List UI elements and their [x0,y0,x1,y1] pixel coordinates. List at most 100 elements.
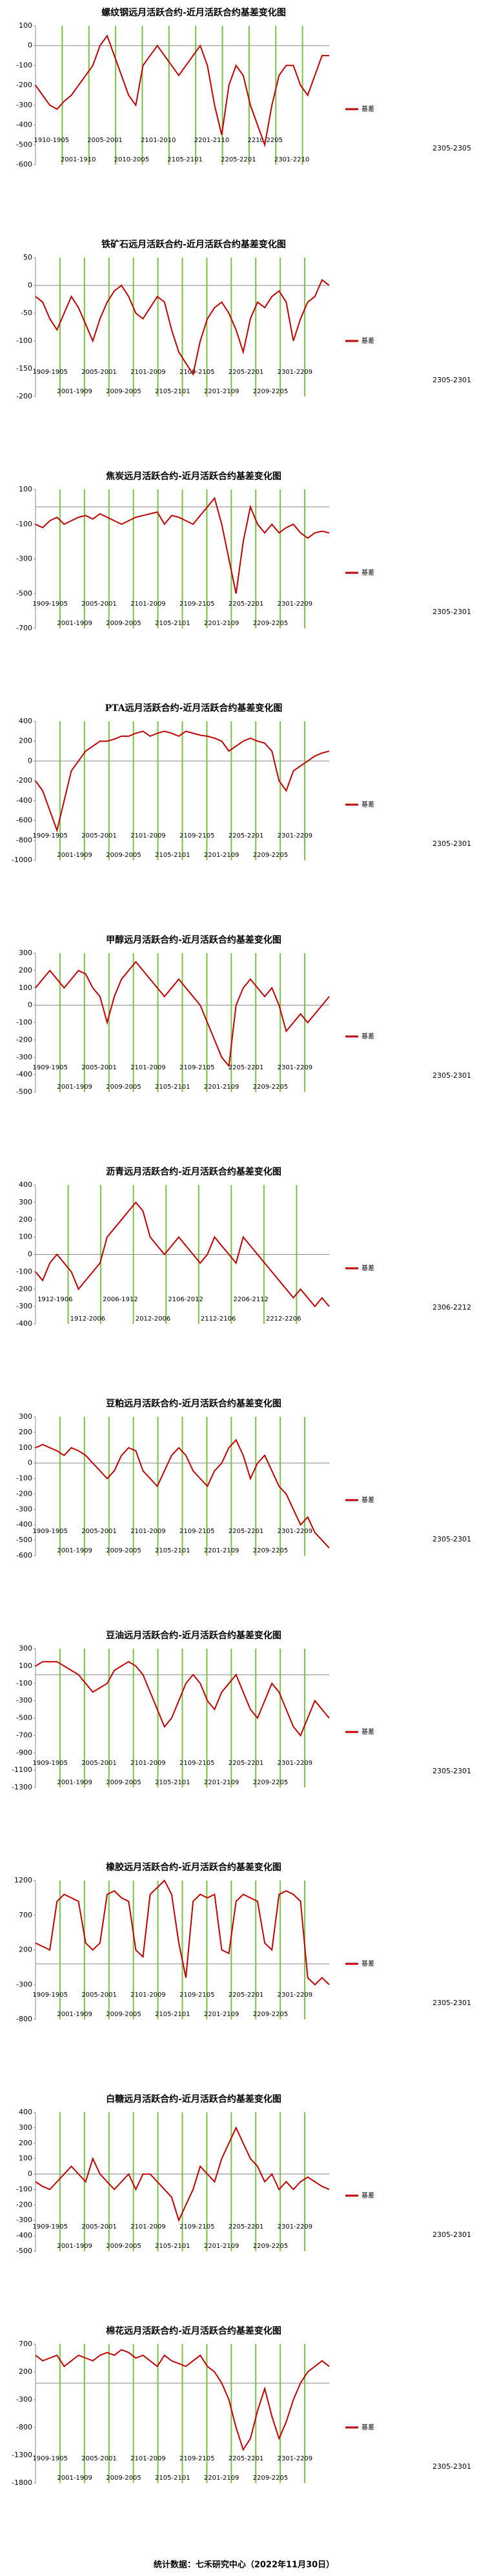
annotation: 2209-2205 [253,620,289,627]
annotation: 2001-1909 [57,1779,92,1786]
annotation: 2205-2201 [229,2455,264,2462]
y-tick-label: 300 [19,1198,32,1206]
annotation: 2201-2109 [204,2011,239,2018]
annotation: 1909-1905 [32,2455,68,2462]
y-tick-label: -1000 [12,856,32,864]
y-tick-label: 50 [23,253,32,262]
y-tick-label: -300 [16,555,32,563]
annotation: 2009-2005 [106,852,141,859]
y-tick-label: -500 [16,1087,32,1096]
chart-title: 豆粕远月活跃合约-近月活跃合约基差变化图 [106,1398,281,1409]
y-tick-label: -150 [16,364,32,373]
y-tick-label: -700 [16,624,32,632]
annotation: 1909-1905 [32,1992,68,1999]
y-tick-label: -400 [16,1070,32,1078]
annotation: 2101-2009 [130,2455,166,2462]
legend-label: 基差 [361,1727,374,1736]
annotation: 2101-2009 [130,601,166,608]
y-tick-label: -500 [16,2247,32,2255]
series-line [35,730,330,833]
annotation: 2201-2109 [204,2475,239,2482]
current-contract: 2305-2301 [432,1071,471,1080]
y-tick-label: -100 [16,1018,32,1027]
annotation: 2005-2001 [81,601,117,608]
current-contract: 2305-2301 [432,1999,471,2007]
annotation: 2205-2201 [221,156,256,163]
annotation: 2301-2209 [278,2223,313,2231]
chart-title: 甲醇远月活跃合约-近月活跃合约基差变化图 [106,934,281,945]
y-tick-label: -100 [16,520,32,528]
y-tick-label: -800 [16,836,32,844]
y-tick-label: 0 [28,1001,32,1009]
y-tick-label: -1800 [12,2478,32,2487]
annotation: 2009-2005 [106,2243,141,2250]
chart: 棉花远月活跃合约-近月活跃合约基差变化图 700 200 -300 -800 -1300 -… [12,2325,471,2487]
chart: PTA远月活跃合约-近月活跃合约基差变化图 400 200 0 -200 -400 -600… [12,703,471,864]
annotation: 2301-2209 [278,601,313,608]
legend-label: 基差 [361,2423,374,2431]
chart-title: 沥青远月活跃合约-近月活跃合约基差变化图 [106,1166,281,1177]
annotation: 2301-2209 [278,1064,313,1071]
annotation: 2101-2009 [130,1992,166,1999]
chart-title: 螺纹钢远月活跃合约-近月活跃合约基差变化图 [101,7,286,18]
annotation: 2206-2112 [233,1296,269,1303]
annotation: 2105-2101 [155,1084,190,1091]
y-tick-label: 0 [28,41,32,50]
annotation: 2301-2209 [278,832,313,840]
annotation: 2001-1909 [57,2475,92,2482]
legend-label: 基差 [361,1496,374,1504]
annotation: 2212-2206 [266,1315,301,1323]
annotation: 2009-2005 [106,2475,141,2482]
annotation: 2201-2109 [204,2243,239,2250]
annotation: 2009-2005 [106,1547,141,1554]
current-contract: 2306-2212 [432,1303,471,1312]
y-tick-label: 100 [19,1662,32,1670]
y-tick-label: -400 [16,121,32,129]
y-tick-label: 1200 [14,1876,32,1884]
y-tick-label: 100 [19,1443,32,1452]
y-tick-label: 0 [28,281,32,289]
annotation: 2005-2001 [81,1528,117,1535]
annotation: 2205-2201 [229,1528,264,1535]
y-tick-label: -300 [16,2395,32,2404]
annotation: 2010-2005 [114,156,150,163]
y-tick-label: 200 [19,737,32,745]
annotation: 2201-2109 [204,388,239,395]
y-tick-label: 100 [19,21,32,30]
chart: 螺纹钢远月活跃合约-近月活跃合约基差变化图 100 0 -100 -200 -300 -40… [16,7,471,169]
current-contract: 2305-2301 [432,608,471,616]
chart: 甲醇远月活跃合约-近月活跃合约基差变化图 300 200 100 0 -100 -200 -3… [16,934,471,1096]
y-tick-label: 100 [19,485,32,493]
chart-title: PTA远月活跃合约-近月活跃合约基差变化图 [105,703,283,714]
y-tick-label: -200 [16,2200,32,2209]
y-tick-label: -300 [16,101,32,109]
annotation: 2005-2001 [81,2223,117,2231]
annotation: 2001-1909 [57,852,92,859]
y-tick-label: -100 [16,2185,32,2193]
annotation: 2005-2001 [81,832,117,840]
y-tick-label: -300 [16,1980,32,1988]
annotation: 1909-1905 [32,1064,68,1071]
chart: 白糖远月活跃合约-近月活跃合约基差变化图 400 300 200 100 0 -100 -20… [16,2094,471,2255]
y-tick-label: -1100 [12,1766,32,1774]
y-tick-label: -500 [16,1536,32,1544]
y-tick-label: 400 [19,717,32,725]
y-tick-label: 400 [19,2108,32,2116]
y-tick-label: -400 [16,1520,32,1529]
annotation: 2105-2101 [155,2011,190,2018]
y-tick-label: -300 [16,1053,32,1061]
y-tick-label: 300 [19,1412,32,1421]
y-tick-label: -800 [16,2423,32,2431]
chart: 铁矿石远月活跃合约-近月活跃合约基差变化图 50 0 -50 -100 -150 -200 1… [16,239,471,400]
annotation: 2209-2205 [253,2243,289,2250]
y-tick-label: -400 [16,1319,32,1328]
y-tick-label: 0 [28,1459,32,1467]
y-tick-label: 700 [19,2340,32,2348]
annotation: 2201-2110 [194,137,230,144]
y-tick-label: -200 [16,1035,32,1044]
series-line [35,2349,330,2451]
y-tick-label: -100 [16,1267,32,1275]
y-tick-label: -300 [16,1696,32,1705]
chart: 沥青远月活跃合约-近月活跃合约基差变化图 400 300 200 100 0 -100 -20… [16,1166,471,1328]
legend-label: 基差 [361,336,374,345]
